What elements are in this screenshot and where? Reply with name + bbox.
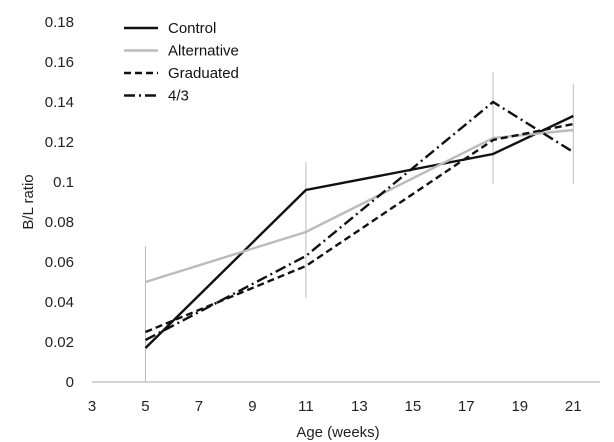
x-tick-label: 15 (404, 398, 421, 415)
error-bars (144, 72, 574, 382)
y-tick-label: 0 (66, 374, 74, 391)
y-tick-label: 0.14 (45, 94, 74, 111)
y-tick-label: 0.16 (45, 54, 74, 71)
series-line-control (144, 114, 574, 349)
x-axis-title: Age (weeks) (296, 424, 379, 441)
series-line-alternative (145, 128, 574, 284)
x-tick-label: 13 (351, 398, 368, 415)
x-tick-label: 3 (88, 398, 96, 415)
x-tick-label: 7 (195, 398, 203, 415)
x-tick-label: 11 (298, 398, 314, 415)
y-ticks: 0 0.02 0.04 0.06 0.08 0.1 0.12 0.14 0.16 0.18 (45, 14, 74, 391)
y-tick-label: 0.12 (45, 134, 74, 151)
y-tick-label: 0.08 (45, 214, 74, 231)
legend-label: Alternative (168, 43, 239, 60)
legend-label: Graduated (168, 65, 239, 82)
legend-label: 4/3 (168, 88, 189, 105)
y-tick-label: 0.1 (53, 174, 74, 191)
x-tick-label: 19 (511, 398, 528, 415)
series-line-4-3 (144, 100, 574, 342)
legend: Control Alternative Graduated 4/3 (124, 20, 239, 105)
x-tick-label: 17 (458, 398, 475, 415)
y-tick-label: 0.06 (45, 254, 74, 271)
y-tick-label: 0.18 (45, 14, 74, 31)
y-axis-title: B/L ratio (20, 174, 37, 229)
x-tick-label: 9 (248, 398, 256, 415)
y-tick-label: 0.04 (45, 294, 74, 311)
legend-label: Control (168, 20, 216, 37)
series-line-graduated (145, 122, 574, 334)
x-ticks: 3 5 7 9 11 13 15 17 19 21 (88, 398, 582, 415)
y-tick-label: 0.02 (45, 334, 74, 351)
x-tick-label: 21 (565, 398, 582, 415)
x-tick-label: 5 (141, 398, 149, 415)
series-lines (144, 100, 574, 349)
